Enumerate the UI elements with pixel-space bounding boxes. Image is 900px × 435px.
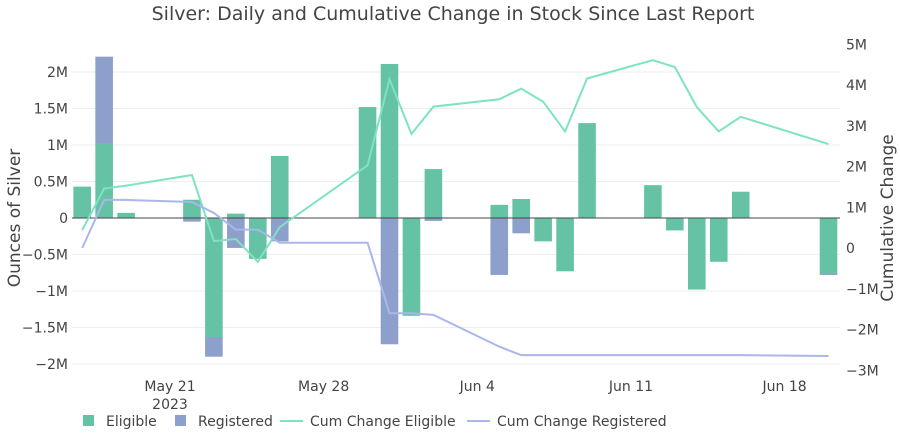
legend-label-eligible: Eligible [106, 414, 157, 430]
line-cum-change-registered [81, 198, 829, 357]
bar-eligible [227, 213, 245, 218]
y2-tick-label: 5M [846, 37, 867, 53]
y-tick-label: 2M [47, 65, 68, 81]
bar-eligible [556, 218, 574, 272]
legend: Eligible Registered Cum Change Eligible … [83, 414, 667, 430]
y2-tick-label: 2M [846, 160, 867, 176]
y2-axis-title: Cumulative Change [878, 134, 898, 302]
bar-eligible [95, 143, 113, 218]
x-tick-label: May 21 [144, 379, 195, 395]
bar-eligible [688, 218, 706, 290]
bar-eligible [117, 212, 135, 218]
lines [81, 59, 829, 357]
bar-eligible [249, 218, 267, 259]
y-axis-title: Ounces of Silver [5, 149, 25, 288]
y-axis-left: 2M 1.5M 1M 0.5M 0 −0.5M −1M −1.5M −2M [22, 65, 68, 373]
y2-tick-label: −2M [846, 323, 879, 339]
bar-eligible [512, 199, 530, 218]
x-axis: May 21 2023 May 28 Jun 4 Jun 11 Jun 18 [144, 379, 806, 413]
x-tick-label: Jun 4 [459, 379, 495, 395]
legend-label-registered: Registered [198, 414, 273, 430]
chart-title: Silver: Daily and Cumulative Change in S… [152, 3, 755, 25]
bar-eligible [534, 218, 552, 242]
bars [73, 56, 838, 357]
x-tick-label: Jun 11 [608, 379, 653, 395]
y-tick-label: −1.5M [22, 321, 68, 337]
bar-eligible [270, 155, 289, 218]
y2-tick-label: 3M [846, 119, 867, 135]
legend-label-cum-registered: Cum Change Registered [497, 414, 667, 430]
bar-registered [183, 218, 201, 222]
bar-registered [95, 56, 113, 144]
y2-tick-label: 4M [846, 78, 867, 94]
bar-eligible [73, 186, 91, 218]
bar-registered [205, 336, 223, 357]
bar-eligible [819, 218, 838, 274]
bar-eligible [709, 218, 728, 262]
bar-eligible [424, 169, 443, 218]
bar-registered [512, 218, 530, 234]
bar-eligible [644, 185, 662, 218]
x-tick-label: Jun 18 [762, 379, 807, 395]
bar-eligible [402, 218, 421, 316]
legend-label-cum-eligible: Cum Change Eligible [310, 414, 456, 430]
legend-item-eligible[interactable]: Eligible [83, 414, 157, 430]
bar-registered [424, 218, 443, 221]
bar-eligible [731, 191, 750, 218]
bar-registered [380, 218, 399, 345]
y2-tick-label: −3M [846, 363, 879, 379]
x-tick-label: May 28 [298, 379, 349, 395]
legend-swatch-registered [175, 415, 186, 426]
y-tick-label: −1M [35, 284, 68, 300]
bar-registered [490, 218, 509, 275]
legend-item-cum-eligible[interactable]: Cum Change Eligible [280, 414, 456, 430]
legend-item-registered[interactable]: Registered [175, 414, 273, 430]
y2-tick-label: 0 [846, 241, 855, 257]
y-tick-label: 1.5M [34, 102, 68, 118]
y-tick-label: 0 [59, 211, 68, 227]
line-cum-change-eligible [81, 59, 829, 264]
gridlines [72, 71, 840, 365]
bar-registered [227, 218, 245, 248]
y-tick-label: −0.5M [22, 248, 68, 264]
y2-tick-label: 1M [846, 200, 867, 216]
y-tick-label: 0.5M [34, 175, 68, 191]
bar-eligible [380, 63, 399, 218]
bar-eligible [578, 123, 596, 218]
y2-tick-label: −1M [846, 282, 879, 298]
bar-eligible [666, 218, 684, 231]
x-tick-sublabel: 2023 [152, 397, 188, 413]
bar-eligible [205, 218, 223, 337]
y-tick-label: −2M [35, 357, 68, 373]
y-axis-right: 5M 4M 3M 2M 1M 0 −1M −2M −3M [846, 37, 879, 379]
legend-swatch-eligible [83, 415, 94, 426]
bar-eligible [490, 204, 509, 218]
legend-item-cum-registered[interactable]: Cum Change Registered [467, 414, 667, 430]
y-tick-label: 1M [47, 138, 68, 154]
bar-registered [819, 273, 838, 275]
